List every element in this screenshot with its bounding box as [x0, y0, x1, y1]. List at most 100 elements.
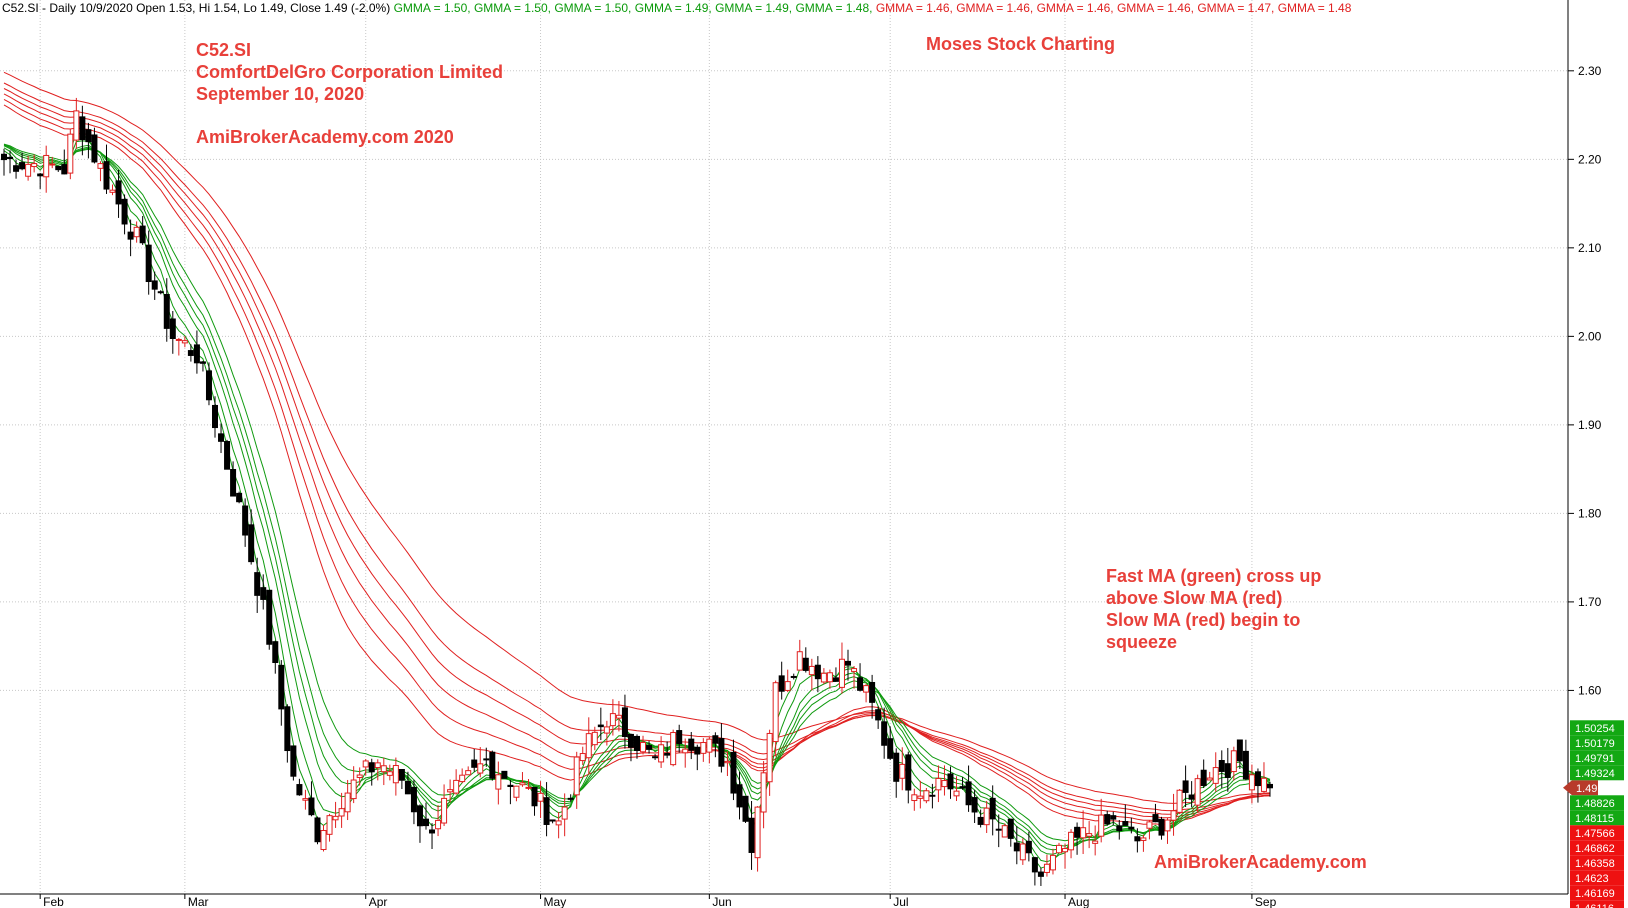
candle [911, 788, 918, 811]
candle [1194, 774, 1201, 813]
candle [1025, 831, 1032, 862]
candle [284, 704, 291, 763]
candle [995, 814, 1002, 848]
candle [212, 396, 218, 438]
candle [1188, 781, 1195, 808]
candle [621, 694, 628, 749]
header-segment: GMMA = 1.46, [1037, 1, 1117, 15]
candle [519, 772, 526, 787]
candle [398, 768, 405, 790]
candle [905, 751, 912, 804]
candle [447, 779, 454, 803]
x-tick-label: Feb [43, 895, 64, 908]
candle [495, 761, 502, 805]
candle [670, 729, 677, 767]
candle [151, 271, 158, 300]
candle [561, 793, 568, 837]
price-box: 1.49324 [1570, 765, 1624, 781]
header-segment: GMMA = 1.48, [795, 1, 875, 15]
price-box: 1.47566 [1570, 825, 1624, 841]
ma-price-boxes: 1.49 1.50254 1.50179 1.49791 1.49324 1.48826 1… [1563, 720, 1624, 908]
slow-ma-line [3, 71, 1271, 804]
candle [175, 337, 182, 356]
footer-label: AmiBrokerAcademy.com [1154, 852, 1367, 872]
candle [893, 748, 900, 798]
candle [555, 811, 562, 839]
price-box: 1.4623 [1570, 870, 1624, 886]
y-axis-ticks: 2.30 2.20 2.10 2.00 1.90 1.80 1.70 1.60 [1568, 64, 1602, 697]
y-tick-label: 1.80 [1578, 506, 1602, 520]
candle [537, 781, 544, 819]
candle [935, 765, 942, 803]
candle [1049, 848, 1056, 875]
x-tick-label: May [544, 895, 567, 908]
candle [947, 766, 954, 799]
candle [1230, 746, 1237, 781]
slow-ma-lines [3, 71, 1271, 826]
candle [857, 663, 864, 692]
candle [832, 667, 839, 682]
candle [350, 766, 357, 804]
price-box-label: 1.48826 [1575, 798, 1615, 810]
candle [772, 680, 779, 757]
candle [193, 330, 200, 374]
candle [410, 779, 417, 825]
candle [1056, 842, 1062, 854]
header-segment: GMMA = 1.46, [876, 1, 956, 15]
price-box-label: 1.48115 [1575, 813, 1614, 825]
candle [525, 778, 532, 790]
candle [1134, 828, 1141, 853]
candle [73, 97, 80, 149]
candle [609, 699, 616, 736]
header-segment: C52.SI - Daily 10/9/2020 Open 1.53, Hi 1… [2, 1, 394, 15]
note-line-1: Fast MA (green) cross up [1106, 566, 1321, 586]
candle [736, 771, 743, 820]
y-tick-label: 2.00 [1578, 329, 1602, 343]
candle [845, 649, 851, 681]
candle [1068, 829, 1075, 859]
candle [1013, 826, 1020, 865]
candle [332, 801, 339, 828]
header-segment: GMMA = 1.50, [474, 1, 554, 15]
header-segment: GMMA = 1.50, [394, 1, 474, 15]
candle [983, 800, 990, 833]
candle [380, 757, 387, 786]
candle [971, 790, 978, 824]
candle [404, 771, 411, 795]
candle [851, 666, 858, 689]
candle [627, 733, 634, 762]
candle [224, 439, 231, 470]
candle [429, 823, 436, 850]
candle [1092, 825, 1099, 856]
candle [169, 311, 176, 354]
candle [646, 741, 653, 754]
price-box: 1.50179 [1570, 735, 1624, 751]
candle [453, 769, 460, 795]
candle [272, 640, 279, 674]
candle [374, 759, 381, 781]
candle [91, 127, 98, 164]
price-box-label: 1.50179 [1575, 738, 1615, 750]
candle [254, 557, 261, 613]
price-box-label: 1.46862 [1575, 843, 1615, 855]
candle [929, 783, 936, 809]
x-tick-label: Sep [1255, 895, 1277, 908]
candle [19, 152, 26, 171]
price-box-label: 1.49324 [1575, 768, 1615, 780]
candle [290, 745, 297, 781]
current-price-marker: 1.49 [1563, 780, 1598, 796]
header-segment: GMMA = 1.48 [1278, 1, 1352, 15]
candle [25, 155, 32, 181]
candle [1116, 819, 1123, 840]
price-box-label: 1.50254 [1575, 723, 1615, 735]
candle [133, 221, 140, 243]
candle [218, 423, 225, 454]
candle [1128, 817, 1135, 834]
candle [591, 726, 598, 751]
y-tick-label: 1.60 [1578, 683, 1602, 697]
candle [1007, 818, 1014, 847]
candle [1182, 765, 1189, 807]
candle [796, 639, 803, 671]
price-box-label: 1.46358 [1575, 858, 1615, 870]
